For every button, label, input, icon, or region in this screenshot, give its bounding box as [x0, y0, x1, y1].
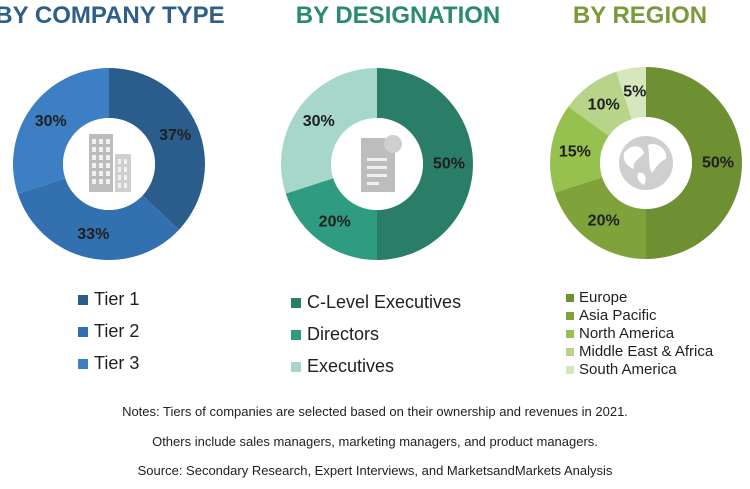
legend-label: C-Level Executives — [307, 292, 462, 312]
legend-swatch — [566, 293, 574, 302]
legend-item-executives: Executives — [291, 356, 461, 377]
slice-middle-east-and-africa — [568, 71, 632, 136]
legend-item-tier-1: Tier 1 — [78, 289, 139, 310]
legend-item-asia-pacific: Asia Pacific — [566, 307, 713, 324]
legend-item-europe: Europe — [566, 289, 713, 306]
slice-label-europe: 50% — [702, 155, 734, 172]
slice-label-directors: 20% — [319, 214, 351, 231]
legend-item-directors: Directors — [291, 324, 461, 345]
slice-europe — [646, 67, 742, 259]
legend-swatch — [291, 361, 301, 372]
note-tiers: Notes: Tiers of companies are selected b… — [122, 404, 628, 419]
legend-label: Middle East & Africa — [579, 343, 714, 360]
legend-label: Directors — [307, 324, 380, 344]
legend-label: Tier 3 — [94, 353, 140, 373]
slice-south-america — [616, 67, 646, 120]
slice-directors — [285, 178, 377, 260]
slice-asia-pacific — [554, 177, 646, 259]
slice-north-america — [550, 106, 609, 193]
donut-chart-region: 50% 20% 15% 10%5% — [550, 67, 742, 259]
legend-item-south-america: South America — [566, 361, 713, 378]
slice-label-north-america: 15% — [559, 143, 591, 160]
slice-label-south-america: 5% — [623, 83, 646, 100]
legend-swatch — [566, 365, 574, 374]
donut-chart-designation: 50% 20% 30% — [281, 68, 473, 260]
slice-executives — [281, 68, 377, 194]
legend-swatch — [78, 294, 88, 305]
legend-label: Tier 1 — [94, 289, 140, 309]
slice-tier-2 — [17, 178, 179, 260]
chart-title-region: BY REGION — [572, 2, 708, 29]
legend-item-middle-east-and-africa: Middle East & Africa — [566, 343, 713, 360]
note-others: Others include sales managers, marketing… — [152, 434, 598, 449]
donut-chart-company-type: 37% 33% 30% — [12, 68, 205, 260]
legend-item-tier-3: Tier 3 — [78, 353, 139, 374]
legend-item-north-america: North America — [566, 325, 713, 342]
slice-label-c-level-executives: 50% — [433, 156, 465, 173]
legend-swatch — [566, 329, 574, 338]
legend-company-type: Tier 1 Tier 2 Tier 3 — [78, 289, 139, 385]
slice-label-asia-pacific: 20% — [588, 213, 620, 230]
legend-label: Asia Pacific — [579, 307, 657, 324]
buildings-icon — [89, 134, 131, 192]
slice-label-executives: 30% — [303, 113, 335, 130]
slice-tier-3 — [12, 68, 110, 194]
legend-designation: C-Level Executives Directors Executives — [291, 292, 461, 388]
legend-swatch — [566, 347, 574, 356]
legend-label: Tier 2 — [94, 321, 140, 341]
legend-swatch — [78, 326, 88, 337]
legend-item-tier-2: Tier 2 — [78, 321, 139, 342]
legend-label: Executives — [307, 356, 395, 376]
legend-swatch — [78, 358, 88, 369]
chart-title-designation: BY DESIGNATION — [295, 2, 501, 29]
slice-c-level-executives — [377, 68, 473, 260]
legend-label: Europe — [579, 289, 628, 306]
legend-region: Europe Asia Pacific North America Middle Ea… — [566, 289, 713, 379]
globe-icon — [619, 136, 673, 190]
legend-swatch — [291, 297, 301, 308]
slice-label-tier-3: 30% — [35, 113, 67, 130]
legend-swatch — [291, 329, 301, 340]
slice-label-middle-east-and-africa: 10% — [588, 96, 620, 113]
slice-label-tier-1: 37% — [159, 127, 191, 144]
note-source: Source: Secondary Research, Expert Inter… — [137, 463, 613, 478]
document-icon — [361, 135, 402, 192]
legend-swatch — [566, 311, 574, 320]
legend-label: North America — [579, 325, 675, 342]
legend-label: South America — [579, 361, 677, 378]
chart-title-company-type: BY COMPANY TYPE — [0, 2, 225, 29]
slice-tier-1 — [109, 68, 205, 230]
legend-item-c-level-executives: C-Level Executives — [291, 292, 461, 313]
slice-label-tier-2: 33% — [77, 226, 109, 243]
